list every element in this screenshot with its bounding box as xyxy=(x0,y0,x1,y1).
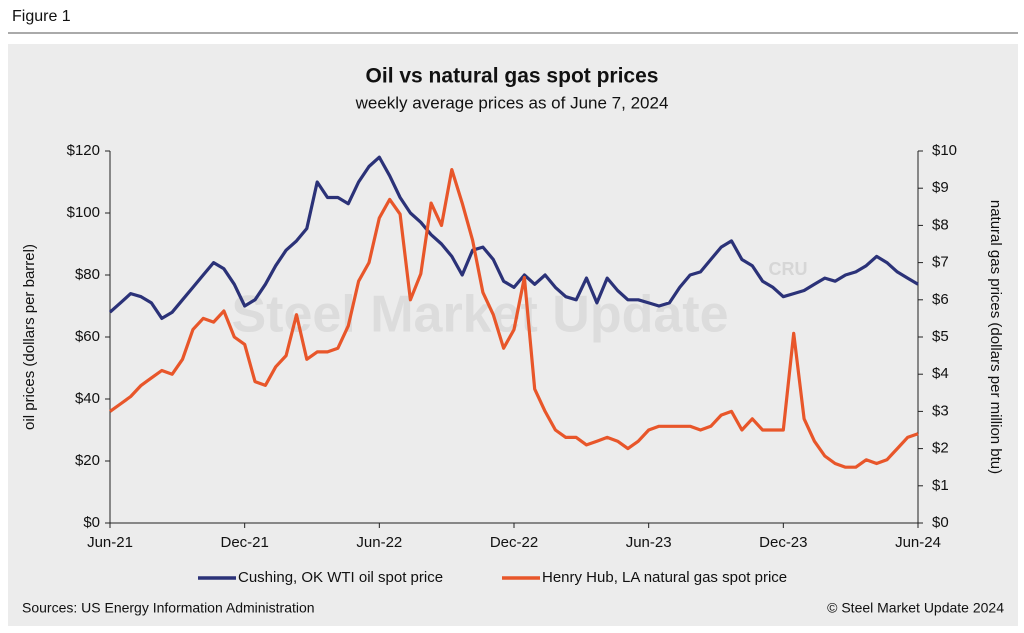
series-line xyxy=(108,155,919,320)
y2-tick-label: $3 xyxy=(932,402,949,419)
series-line xyxy=(109,168,919,469)
y2-tick-label: $10 xyxy=(932,142,957,159)
watermark-logo: CRU xyxy=(769,259,808,279)
x-tick-label: Jun-21 xyxy=(87,534,133,551)
y-tick-label: $20 xyxy=(75,452,100,469)
y2-tick-label: $1 xyxy=(932,477,949,494)
y-tick-label: $0 xyxy=(83,514,100,531)
watermark: Steel Market Update xyxy=(231,286,728,344)
y2-tick-label: $2 xyxy=(932,440,949,457)
x-tick-label: Dec-21 xyxy=(220,534,268,551)
y2-tick-label: $4 xyxy=(932,365,949,382)
source: Sources: US Energy Information Administr… xyxy=(22,600,315,616)
y-tick-label: $120 xyxy=(67,142,100,159)
legend-label: Cushing, OK WTI oil spot price xyxy=(238,569,443,586)
x-tick-label: Jun-22 xyxy=(356,534,402,551)
y2-tick-label: $0 xyxy=(932,514,949,531)
y-axis-label: oil prices (dollars per barrel) xyxy=(21,244,38,430)
chart-subtitle: weekly average prices as of June 7, 2024 xyxy=(355,93,669,112)
y2-axis-label: natural gas prices (dollars per million … xyxy=(987,200,1004,474)
y2-tick-label: $9 xyxy=(932,179,949,196)
figure-label: Figure 1 xyxy=(12,8,71,25)
y-tick-label: $100 xyxy=(67,204,100,221)
y2-tick-label: $7 xyxy=(932,254,949,271)
y-tick-label: $80 xyxy=(75,266,100,283)
legend-label: Henry Hub, LA natural gas spot price xyxy=(542,569,787,586)
x-tick-label: Jun-23 xyxy=(626,534,672,551)
y2-tick-label: $6 xyxy=(932,291,949,308)
panel xyxy=(8,44,1018,626)
copyright: © Steel Market Update 2024 xyxy=(827,600,1004,616)
x-tick-label: Jun-24 xyxy=(895,534,941,551)
y2-tick-label: $5 xyxy=(932,328,949,345)
y-tick-label: $40 xyxy=(75,390,100,407)
y2-tick-label: $8 xyxy=(932,216,949,233)
chart-title: Oil vs natural gas spot prices xyxy=(366,65,659,88)
x-tick-label: Dec-22 xyxy=(490,534,538,551)
y-tick-label: $60 xyxy=(75,328,100,345)
x-tick-label: Dec-23 xyxy=(759,534,807,551)
